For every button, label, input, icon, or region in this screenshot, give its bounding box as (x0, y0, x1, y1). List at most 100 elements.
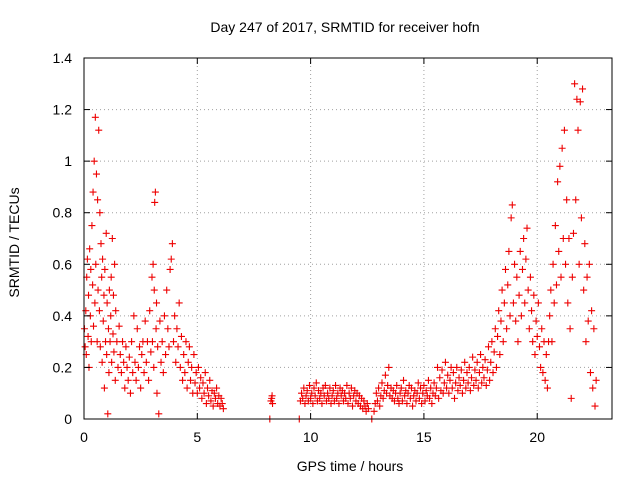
data-point (584, 317, 592, 325)
data-point (81, 343, 89, 351)
chart-title: Day 247 of 2017, SRMTID for receiver hof… (210, 19, 479, 35)
data-point (591, 402, 599, 410)
data-point (532, 317, 540, 325)
data-point (88, 222, 96, 230)
data-point (162, 351, 170, 359)
data-point (379, 394, 387, 402)
data-point (509, 299, 517, 307)
data-point (167, 255, 175, 263)
y-tick-label: 1.2 (53, 102, 73, 118)
data-point (200, 389, 208, 397)
data-point (563, 196, 571, 204)
data-point (133, 325, 141, 333)
data-point (552, 281, 560, 289)
data-point (175, 299, 183, 307)
data-point (198, 394, 206, 402)
data-point (98, 273, 106, 281)
data-point (364, 405, 372, 413)
data-point (398, 397, 406, 405)
data-point (111, 376, 119, 384)
data-point (524, 286, 532, 294)
y-axis-label: SRMTID / TECUs (6, 187, 22, 297)
data-point (110, 348, 118, 356)
data-point (521, 299, 529, 307)
data-point (179, 376, 187, 384)
data-point (107, 273, 115, 281)
data-point (138, 351, 146, 359)
data-point (409, 402, 417, 410)
data-point (435, 394, 443, 402)
data-point (479, 363, 487, 371)
data-point (546, 312, 554, 320)
data-point (535, 343, 543, 351)
data-point (196, 384, 204, 392)
data-point (93, 338, 101, 346)
data-point (136, 343, 144, 351)
data-point (445, 389, 453, 397)
data-point (458, 389, 466, 397)
data-point (454, 387, 462, 395)
data-point (542, 351, 550, 359)
data-point (90, 322, 98, 330)
data-point (150, 286, 158, 294)
data-point (213, 384, 221, 392)
data-point (268, 392, 276, 400)
data-point (104, 410, 112, 418)
data-point (97, 240, 105, 248)
data-point (128, 338, 136, 346)
data-point (151, 198, 159, 206)
data-point (526, 273, 534, 281)
data-point (124, 376, 132, 384)
data-point (571, 80, 579, 88)
data-point (426, 394, 434, 402)
data-point (318, 400, 326, 408)
data-point (205, 392, 213, 400)
data-point (181, 369, 189, 377)
data-point (154, 343, 162, 351)
data-point (506, 312, 514, 320)
data-point (404, 389, 412, 397)
data-point (420, 381, 428, 389)
data-point (219, 405, 227, 413)
data-point (566, 325, 574, 333)
x-tick-label: 0 (80, 429, 88, 445)
data-point (551, 222, 559, 230)
data-point (440, 379, 448, 387)
data-point (487, 358, 495, 366)
data-point (592, 376, 600, 384)
data-point (115, 322, 123, 330)
data-point (116, 351, 124, 359)
data-point (469, 353, 477, 361)
data-point (176, 363, 184, 371)
data-point (165, 343, 173, 351)
data-point (343, 381, 351, 389)
data-point (558, 144, 566, 152)
data-point (207, 397, 215, 405)
data-point (173, 325, 181, 333)
data-point (381, 371, 389, 379)
data-point (183, 384, 191, 392)
data-point (166, 265, 174, 273)
data-point (149, 260, 157, 268)
data-point (307, 394, 315, 402)
data-point (518, 265, 526, 273)
data-point (516, 247, 524, 255)
data-point (210, 389, 218, 397)
data-point (94, 286, 102, 294)
data-point (472, 376, 480, 384)
data-point (574, 126, 582, 134)
data-point (157, 358, 165, 366)
data-point (478, 379, 486, 387)
data-point (85, 291, 93, 299)
data-point (400, 376, 408, 384)
data-point (102, 229, 110, 237)
data-point (514, 338, 522, 346)
data-point (187, 376, 195, 384)
data-point (172, 358, 180, 366)
data-point (452, 379, 460, 387)
data-point (153, 389, 161, 397)
data-point (455, 374, 463, 382)
data-point (580, 286, 588, 294)
grid-lines (84, 58, 612, 419)
data-point (363, 400, 371, 408)
